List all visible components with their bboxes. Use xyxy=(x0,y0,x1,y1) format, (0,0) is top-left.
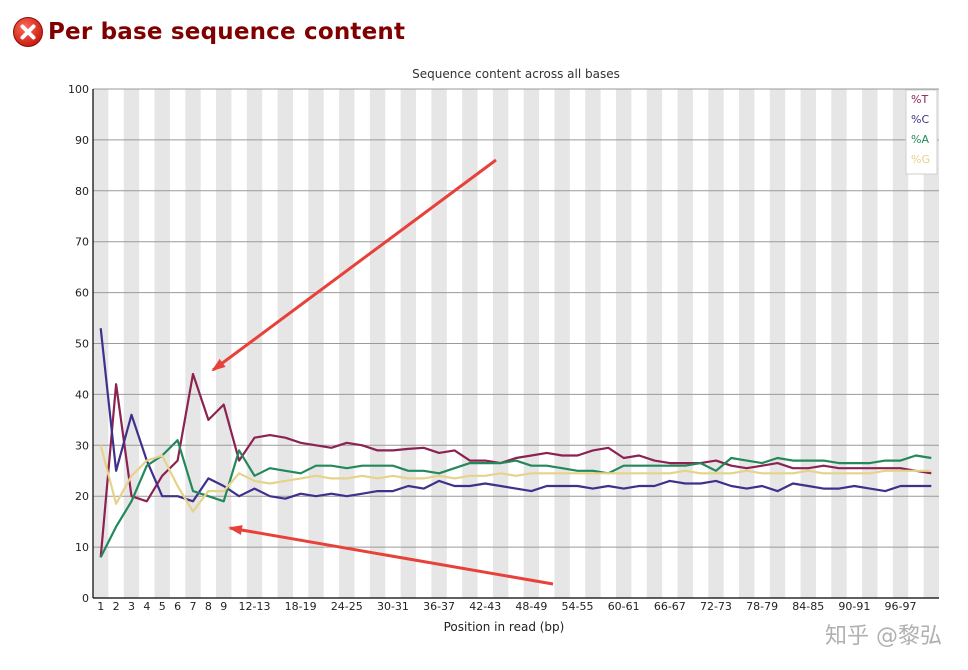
y-tick-label: 30 xyxy=(75,439,89,452)
x-tick-label: 72-73 xyxy=(700,600,732,613)
series-line-t xyxy=(99,372,932,558)
x-tick-label: 36-37 xyxy=(423,600,455,613)
x-tick-label: 84-85 xyxy=(792,600,824,613)
series-line-c xyxy=(99,328,932,503)
x-tick-label: 90-91 xyxy=(838,600,870,613)
x-tick-label: 18-19 xyxy=(285,600,317,613)
legend-entry: %G xyxy=(911,153,930,166)
x-tick-label: 54-55 xyxy=(562,600,594,613)
y-tick-label: 20 xyxy=(75,490,89,503)
y-tick-labels: 0 10 20 30 40 50 60 70 80 90 100 xyxy=(68,83,89,605)
chart-title: Sequence content across all bases xyxy=(412,67,620,81)
page-header: Per base sequence content xyxy=(12,12,405,52)
annotation-arrow-lower xyxy=(228,525,554,586)
legend-box xyxy=(905,89,938,175)
x-tick-label: 5 xyxy=(159,600,166,613)
x-tick-label: 96-97 xyxy=(885,600,917,613)
annotation-arrows xyxy=(211,158,554,586)
x-tick-label: 66-67 xyxy=(654,600,686,613)
x-tick-label: 9 xyxy=(220,600,227,613)
x-tick-label: 7 xyxy=(189,600,196,613)
axes xyxy=(92,89,939,599)
y-tick-label: 100 xyxy=(68,83,89,96)
x-tick-label: 12-13 xyxy=(239,600,271,613)
x-tick-labels: 1 2 3 4 5 6 7 8 9 12-13 18-19 24-25 30-31 36-37 42-43 4… xyxy=(97,600,916,613)
y-tick-label: 50 xyxy=(75,338,89,351)
x-tick-label: 60-61 xyxy=(608,600,640,613)
series-lines xyxy=(99,328,932,558)
x-tick-label: 2 xyxy=(113,600,120,613)
series-line-g xyxy=(99,445,932,513)
y-tick-label: 40 xyxy=(75,388,89,401)
x-tick-label: 30-31 xyxy=(377,600,409,613)
y-tick-label: 0 xyxy=(82,592,89,605)
series-line-a xyxy=(99,439,932,558)
y-tick-label: 60 xyxy=(75,287,89,300)
y-tick-label: 70 xyxy=(75,236,89,249)
y-tick-label: 10 xyxy=(75,541,89,554)
legend-entry: %C xyxy=(911,113,929,126)
x-tick-label: 6 xyxy=(174,600,181,613)
x-tick-label: 1 xyxy=(97,600,104,613)
gridlines xyxy=(93,88,939,599)
y-tick-label: 90 xyxy=(75,134,89,147)
x-axis-label: Position in read (bp) xyxy=(444,620,565,634)
x-tick-label: 42-43 xyxy=(469,600,501,613)
x-tick-label: 4 xyxy=(143,600,150,613)
x-tick-label: 3 xyxy=(128,600,135,613)
x-tick-label: 48-49 xyxy=(515,600,547,613)
legend: %T %C %A %G xyxy=(905,89,938,175)
fail-icon xyxy=(13,17,43,47)
x-tick-label: 8 xyxy=(205,600,212,613)
legend-entry: %T xyxy=(911,93,928,106)
legend-entry: %A xyxy=(911,133,929,146)
x-tick-label: 24-25 xyxy=(331,600,363,613)
y-tick-label: 80 xyxy=(75,185,89,198)
x-tick-label: 78-79 xyxy=(746,600,778,613)
page-title: Per base sequence content xyxy=(48,19,406,45)
annotation-arrow-upper xyxy=(211,158,497,372)
watermark-text: 知乎 @黎弘 xyxy=(825,624,942,649)
